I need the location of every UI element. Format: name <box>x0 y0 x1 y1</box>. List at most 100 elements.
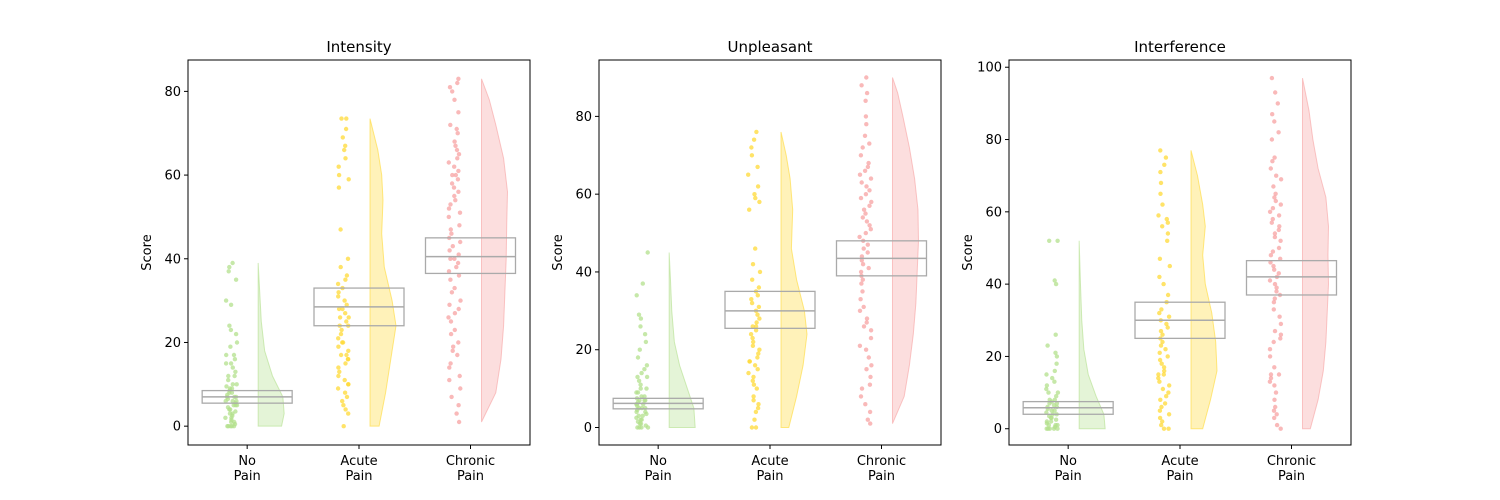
data-point <box>863 192 869 197</box>
data-point <box>861 207 867 212</box>
data-point <box>757 347 762 352</box>
data-point <box>341 424 346 429</box>
data-point <box>864 90 870 96</box>
data-point <box>753 246 758 251</box>
data-point <box>446 206 452 211</box>
data-point <box>1160 202 1165 207</box>
data-point <box>1166 426 1171 431</box>
data-point <box>1157 350 1162 355</box>
data-point <box>756 304 762 310</box>
data-point <box>1278 177 1284 182</box>
data-point <box>1276 245 1282 251</box>
data-point <box>343 277 348 282</box>
data-point <box>1161 365 1167 370</box>
axes-frame <box>187 59 531 446</box>
data-point <box>1271 339 1276 345</box>
group-chronic-pain <box>835 75 928 426</box>
data-point <box>454 147 460 153</box>
data-point <box>1278 238 1283 243</box>
iqr-box <box>724 290 816 329</box>
data-point <box>1045 426 1051 431</box>
data-point <box>230 365 235 370</box>
data-point <box>453 143 458 148</box>
data-point <box>455 177 461 182</box>
data-point <box>1271 307 1277 312</box>
data-point <box>860 262 866 267</box>
data-point <box>636 312 642 317</box>
data-point <box>233 409 238 414</box>
data-point <box>1268 166 1274 171</box>
data-point <box>228 327 234 333</box>
data-point <box>1054 401 1060 406</box>
data-point <box>864 316 870 321</box>
data-point <box>336 294 341 299</box>
data-point <box>452 139 457 144</box>
data-point <box>640 413 645 418</box>
data-point <box>1052 368 1058 374</box>
data-point <box>750 324 755 329</box>
density-cloud <box>257 262 285 427</box>
data-point <box>1272 119 1277 124</box>
data-point <box>1159 404 1164 410</box>
data-point <box>340 135 345 140</box>
data-point <box>1052 379 1057 384</box>
data-point <box>1268 260 1273 265</box>
data-point <box>223 361 229 366</box>
data-point <box>1267 347 1273 352</box>
data-point <box>1158 328 1164 334</box>
data-point <box>1276 227 1282 233</box>
data-point <box>867 223 872 228</box>
data-point <box>751 394 756 399</box>
data-point <box>447 85 453 90</box>
data-point <box>450 244 455 249</box>
group-acute-pain <box>313 116 405 429</box>
y-tick-label: 20 <box>985 350 1002 365</box>
data-point <box>756 285 762 290</box>
data-point <box>751 137 757 142</box>
data-point <box>452 193 457 199</box>
panel-interference: 0 20 40 60 80 100 No Pain Acute Pain Chronic Pain In… <box>961 38 1352 484</box>
data-point <box>861 304 866 310</box>
data-point <box>458 298 463 303</box>
data-point <box>447 377 452 383</box>
data-point <box>1166 390 1171 395</box>
data-point <box>866 355 871 360</box>
y-tick-label: 40 <box>985 278 1002 293</box>
data-point <box>866 160 871 166</box>
data-point <box>1160 332 1165 337</box>
data-point <box>1053 281 1059 287</box>
data-point <box>1271 184 1276 189</box>
data-point <box>458 386 463 391</box>
data-point <box>863 211 868 216</box>
data-point <box>453 172 458 178</box>
data-point <box>755 184 761 189</box>
data-point <box>448 122 453 128</box>
data-point <box>639 417 644 422</box>
data-point <box>1278 321 1284 327</box>
data-point <box>337 315 343 320</box>
data-point <box>643 423 648 428</box>
data-point <box>448 277 453 282</box>
data-point <box>339 327 344 333</box>
data-point <box>644 386 649 391</box>
data-point <box>864 122 869 127</box>
data-point <box>346 382 351 387</box>
data-point <box>1157 415 1163 421</box>
data-point <box>338 331 344 337</box>
data-point <box>336 336 341 341</box>
group-chronic-pain <box>1245 75 1338 431</box>
data-point <box>455 156 460 161</box>
data-point <box>1167 383 1172 388</box>
y-tick-label: 60 <box>985 205 1002 220</box>
data-point <box>228 361 234 366</box>
data-point <box>455 80 460 86</box>
data-point <box>231 352 237 358</box>
data-point <box>1157 408 1163 413</box>
data-point <box>639 394 644 399</box>
data-point <box>1272 415 1277 421</box>
data-point <box>449 231 454 236</box>
data-point <box>753 425 759 430</box>
data-point <box>635 425 640 430</box>
data-point <box>1276 130 1281 135</box>
data-point <box>457 210 463 215</box>
